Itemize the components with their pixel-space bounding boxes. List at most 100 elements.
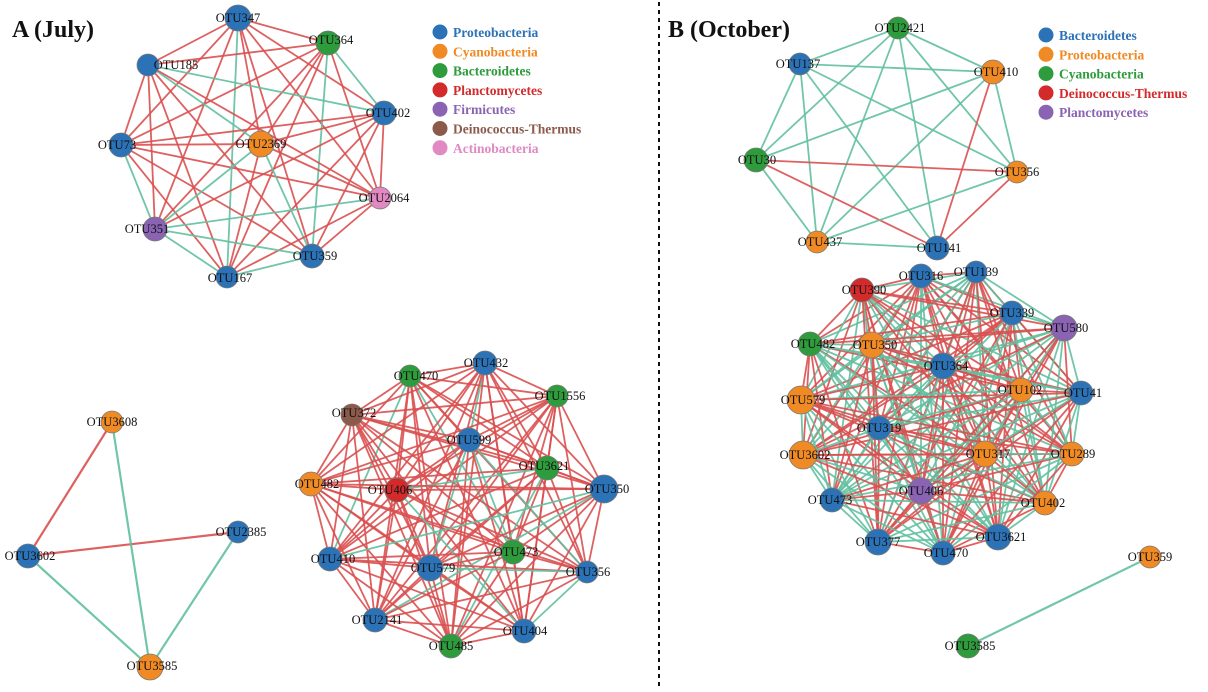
network-node xyxy=(984,523,1012,551)
labels-layer: OTU347 OTU364 OTU185 OTU402 OTU73 OTU2369 OTU2… xyxy=(5,11,1173,673)
network-edge xyxy=(799,27,899,65)
network-edge xyxy=(120,144,381,199)
network-edge xyxy=(800,365,944,401)
node-label: OTU406 xyxy=(368,483,412,497)
node-label: OTU3602 xyxy=(5,549,56,563)
node-label: OTU139 xyxy=(954,265,998,279)
node-label: OTU580 xyxy=(1044,321,1088,335)
node-label: OTU2064 xyxy=(359,191,410,205)
legend-swatch xyxy=(432,43,448,59)
network-edge xyxy=(755,159,938,249)
node-label: OTU2385 xyxy=(216,525,267,539)
network-edge xyxy=(329,558,588,573)
node-label: OTU402 xyxy=(366,106,410,120)
network-node xyxy=(797,331,823,357)
network-edge xyxy=(310,467,548,485)
network-edge xyxy=(512,551,525,632)
network-node xyxy=(317,546,343,572)
network-edge xyxy=(351,414,605,490)
node-label: OTU3602 xyxy=(780,448,831,462)
node-label: OTU3585 xyxy=(945,639,996,653)
network-edge xyxy=(809,343,922,492)
network-edge xyxy=(154,228,228,278)
network-edge xyxy=(237,17,385,114)
network-edge xyxy=(429,567,525,632)
network-edge xyxy=(120,64,149,146)
network-edge xyxy=(809,271,977,345)
network-node xyxy=(362,607,388,633)
network-edge xyxy=(311,112,385,257)
network-edge xyxy=(800,344,873,401)
network-edge xyxy=(120,144,313,257)
network-edge xyxy=(877,536,999,543)
network-node xyxy=(368,186,392,210)
network-edge xyxy=(997,453,1073,538)
node-label: OTU137 xyxy=(776,57,820,71)
network-edge xyxy=(975,271,1065,329)
network-node xyxy=(1068,380,1094,406)
network-edge xyxy=(409,375,525,632)
node-label: OTU473 xyxy=(494,545,538,559)
network-edge xyxy=(154,143,262,230)
network-edge xyxy=(396,489,588,573)
network-edge xyxy=(484,362,558,397)
network-edge xyxy=(942,392,1082,554)
network-node xyxy=(788,440,818,470)
edges-layer xyxy=(27,17,1151,668)
network-edge xyxy=(327,42,385,114)
network-edge xyxy=(226,143,262,278)
network-edge xyxy=(802,344,873,456)
network-edge xyxy=(154,17,239,230)
legend-label: Cyanobacteria xyxy=(1059,67,1144,82)
network-edge xyxy=(512,551,588,573)
network-edge xyxy=(429,567,452,647)
network-node xyxy=(100,410,124,434)
network-edge xyxy=(147,17,239,66)
network-edge xyxy=(396,362,486,491)
network-edge xyxy=(120,144,156,230)
network-edge xyxy=(226,42,329,278)
node-label: OTU141 xyxy=(917,241,961,255)
network-edge xyxy=(800,399,986,455)
network-edge xyxy=(942,453,1073,554)
network-edge xyxy=(967,556,1151,647)
panel-b-title: B (October) xyxy=(668,17,790,43)
network-edge xyxy=(809,289,863,345)
network-node xyxy=(849,277,875,303)
node-label: OTU102 xyxy=(998,383,1042,397)
network-edge xyxy=(154,112,385,230)
node-label: OTU410 xyxy=(311,552,355,566)
network-edge xyxy=(310,483,452,647)
network-edge xyxy=(237,17,329,44)
network-edge xyxy=(755,159,818,243)
network-edge xyxy=(351,414,398,491)
network-edge xyxy=(374,362,486,621)
network-edge xyxy=(942,365,999,538)
network-edge xyxy=(450,630,525,647)
network-edge xyxy=(831,453,1073,501)
node-label: OTU73 xyxy=(98,138,136,152)
network-edge xyxy=(975,271,1022,391)
network-node xyxy=(805,230,829,254)
network-node xyxy=(743,147,769,173)
network-edge xyxy=(1011,312,1046,504)
node-label: OTU432 xyxy=(464,356,508,370)
network-edge xyxy=(450,571,588,647)
node-label: OTU317 xyxy=(966,447,1010,461)
node-label: OTU372 xyxy=(332,406,376,420)
network-edge xyxy=(329,488,605,560)
network-edge xyxy=(310,414,353,485)
network-edge xyxy=(396,489,525,632)
network-edge xyxy=(861,289,986,455)
network-node xyxy=(142,216,168,242)
legend-label: Planctomycetes xyxy=(1059,105,1148,120)
network-edge xyxy=(816,241,938,249)
network-edge xyxy=(310,483,331,560)
network-edge xyxy=(809,312,1013,345)
node-label: OTU390 xyxy=(842,283,886,297)
node-label: OTU347 xyxy=(216,11,260,25)
network-edge xyxy=(120,143,262,146)
network-edge xyxy=(396,489,514,553)
network-edge xyxy=(226,197,381,278)
network-edge xyxy=(154,42,329,230)
